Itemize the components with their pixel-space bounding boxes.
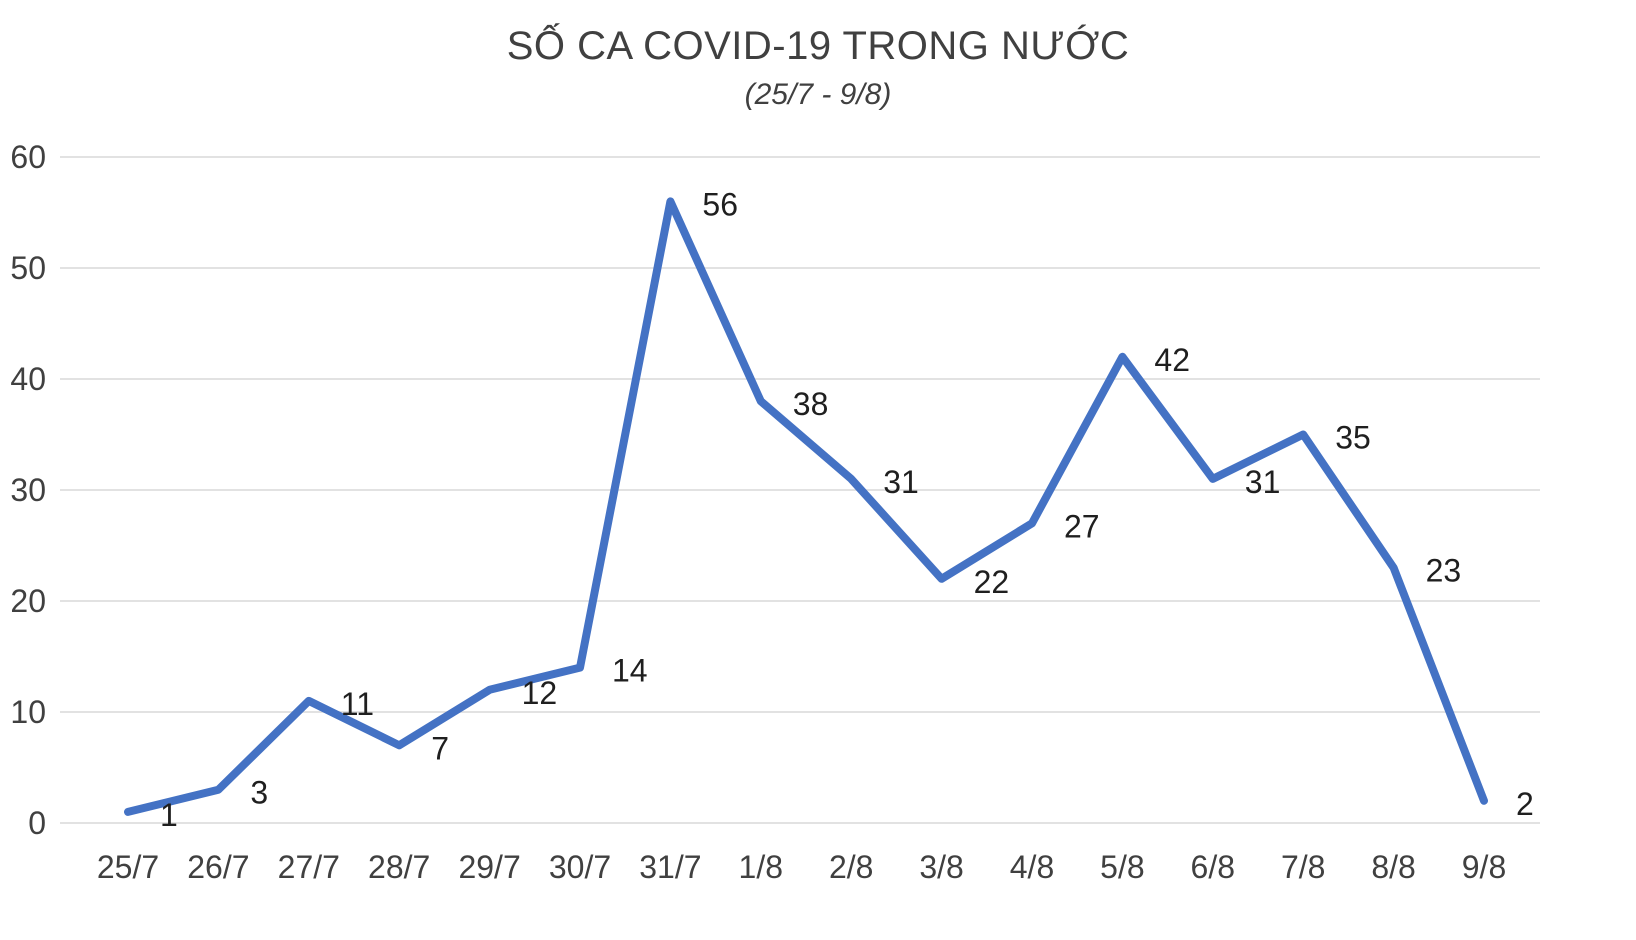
y-tick-label: 30: [10, 472, 46, 508]
data-label: 12: [522, 675, 558, 711]
data-label: 7: [431, 730, 449, 766]
y-tick-label: 50: [10, 250, 46, 286]
data-series-line: [124, 197, 1488, 816]
x-tick-label: 9/8: [1462, 849, 1506, 885]
chart-title: SỐ CA COVID-19 TRONG NƯỚC: [506, 24, 1130, 68]
x-tick-label: 31/7: [639, 849, 701, 885]
x-tick-label: 6/8: [1191, 849, 1235, 885]
x-tick-label: 25/7: [97, 849, 159, 885]
x-tick-label: 26/7: [187, 849, 249, 885]
data-label: 35: [1335, 420, 1371, 456]
x-tick-label: 5/8: [1100, 849, 1144, 885]
x-tick-label: 7/8: [1281, 849, 1325, 885]
data-label: 3: [250, 775, 268, 811]
x-tick-label: 29/7: [458, 849, 520, 885]
y-tick-label: 10: [10, 694, 46, 730]
data-label: 11: [341, 686, 374, 722]
data-label: 22: [974, 564, 1010, 600]
x-tick-label: 1/8: [739, 849, 783, 885]
x-tick-label: 28/7: [368, 849, 430, 885]
y-tick-label: 60: [10, 139, 46, 175]
x-tick-label: 2/8: [829, 849, 873, 885]
data-label: 23: [1426, 553, 1462, 589]
data-label: 1: [160, 797, 178, 833]
x-tick-label: 8/8: [1371, 849, 1415, 885]
x-tick-label: 27/7: [278, 849, 340, 885]
data-label: 27: [1064, 508, 1100, 544]
x-tick-label: 3/8: [919, 849, 963, 885]
x-tick-label: 4/8: [1010, 849, 1054, 885]
data-label: 31: [883, 464, 919, 500]
data-label: 31: [1245, 464, 1281, 500]
y-tick-label: 40: [10, 361, 46, 397]
chart-subtitle: (25/7 - 9/8): [744, 78, 892, 111]
data-label: 42: [1154, 342, 1190, 378]
data-label: 2: [1516, 786, 1534, 822]
data-label: 14: [612, 653, 648, 689]
y-tick-label: 20: [10, 583, 46, 619]
data-label: 56: [702, 186, 738, 222]
x-tick-label: 30/7: [549, 849, 611, 885]
y-tick-label: 0: [28, 805, 46, 841]
data-label: 38: [793, 386, 829, 422]
